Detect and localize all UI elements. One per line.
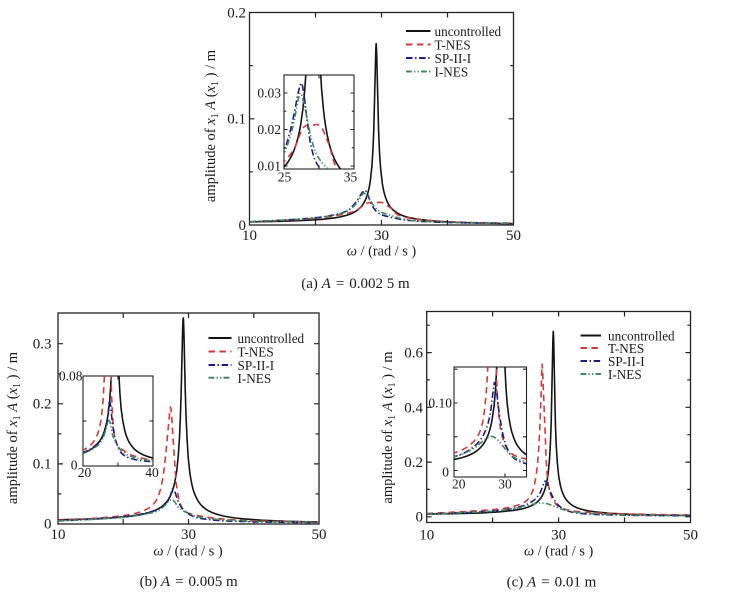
svg-text:0.6: 0.6 <box>404 346 423 362</box>
svg-text:amplitude of x1 A (x1 ) / m: amplitude of x1 A (x1 ) / m <box>203 49 221 202</box>
svg-text:20: 20 <box>452 477 466 492</box>
svg-text:T-NES: T-NES <box>435 38 471 53</box>
svg-text:T-NES: T-NES <box>608 341 644 356</box>
svg-text:I-NES: I-NES <box>238 371 272 386</box>
svg-text:50: 50 <box>312 527 327 543</box>
svg-text:SP-II-I: SP-II-I <box>608 354 645 369</box>
svg-text:uncontrolled: uncontrolled <box>238 331 305 346</box>
svg-text:I-NES: I-NES <box>608 367 642 382</box>
svg-text:0.01: 0.01 <box>257 159 281 174</box>
svg-text:30: 30 <box>498 477 512 492</box>
svg-text:0: 0 <box>239 218 247 234</box>
svg-text:0: 0 <box>416 510 424 526</box>
svg-text:0.2: 0.2 <box>227 5 246 21</box>
svg-text:50: 50 <box>506 228 521 244</box>
svg-text:0: 0 <box>44 517 52 533</box>
svg-text:40: 40 <box>145 465 159 480</box>
svg-text:SP-II-I: SP-II-I <box>435 51 472 66</box>
svg-text:0.08: 0.08 <box>59 369 83 384</box>
svg-text:ω / (rad / s ): ω / (rad / s ) <box>524 544 594 560</box>
svg-text:0: 0 <box>442 465 449 480</box>
svg-text:0.03: 0.03 <box>257 86 281 101</box>
svg-text:30: 30 <box>181 527 196 543</box>
svg-text:10: 10 <box>242 228 257 244</box>
svg-text:ω / (rad / s ): ω / (rad / s ) <box>347 243 417 259</box>
svg-text:amplitude of x1 A (x1 ) / m: amplitude of x1 A (x1 ) / m <box>5 351 23 504</box>
svg-text:20: 20 <box>78 465 92 480</box>
svg-text:35: 35 <box>344 170 358 185</box>
svg-text:uncontrolled: uncontrolled <box>435 24 502 39</box>
svg-text:0.1: 0.1 <box>33 457 52 473</box>
svg-text:10: 10 <box>419 528 434 544</box>
svg-text:25: 25 <box>278 170 292 185</box>
svg-text:0.10: 0.10 <box>428 396 452 411</box>
svg-text:uncontrolled: uncontrolled <box>608 329 675 344</box>
svg-text:0.4: 0.4 <box>404 400 423 416</box>
svg-text:T-NES: T-NES <box>238 345 274 360</box>
svg-text:0: 0 <box>71 458 78 473</box>
svg-text:amplitude of x1 A (x1 ) / m: amplitude of x1 A (x1 ) / m <box>380 351 398 504</box>
svg-text:30: 30 <box>551 528 566 544</box>
svg-text:30: 30 <box>374 228 389 244</box>
svg-text:ω / (rad / s ): ω / (rad / s ) <box>153 544 223 560</box>
svg-text:(c) A = 0.01 m: (c) A = 0.01 m <box>507 575 597 591</box>
svg-text:0.3: 0.3 <box>33 336 52 352</box>
svg-text:0.02: 0.02 <box>257 122 281 137</box>
svg-text:0.2: 0.2 <box>404 455 423 471</box>
svg-text:SP-II-I: SP-II-I <box>238 358 275 373</box>
svg-text:50: 50 <box>683 528 698 544</box>
svg-text:0.1: 0.1 <box>227 112 246 128</box>
svg-text:0.2: 0.2 <box>33 397 52 413</box>
svg-text:10: 10 <box>51 527 66 543</box>
svg-text:I-NES: I-NES <box>435 65 469 80</box>
svg-text:(a) A = 0.002 5 m: (a) A = 0.002 5 m <box>301 276 410 292</box>
svg-text:(b) A = 0.005 m: (b) A = 0.005 m <box>140 574 238 590</box>
